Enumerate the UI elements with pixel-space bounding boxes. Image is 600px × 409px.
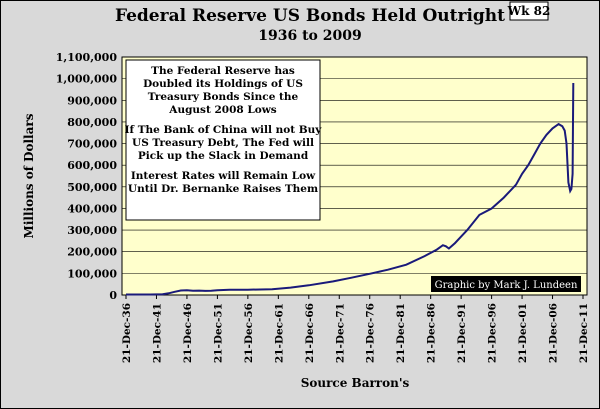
y-tick-label: 500,000: [67, 181, 117, 194]
x-tick-label: 21-Dec-51: [212, 303, 224, 363]
annotation-line: Until Dr. Bernanke Raises Them: [128, 183, 318, 195]
x-tick-label: 21-Dec-86: [426, 303, 438, 363]
y-tick-label: 0: [109, 289, 117, 302]
y-tick-label: 200,000: [67, 246, 117, 259]
x-tick-label: 21-Dec-11: [578, 303, 590, 363]
x-tick-label: 21-Dec-56: [243, 303, 255, 363]
y-tick-label: 100,000: [67, 267, 117, 280]
y-tick-label: 1,100,000: [56, 51, 118, 64]
x-axis-label: Source Barron's: [301, 376, 410, 390]
week-badge: [509, 1, 549, 21]
x-tick-label: 21-Dec-61: [273, 303, 285, 363]
y-axis-ticks: 0 100,000 200,000 300,000 400,000 500,000 600,…: [56, 51, 118, 302]
y-tick-label: 600,000: [67, 159, 117, 172]
credit-label: Graphic by Mark J. Lundeen: [435, 280, 578, 291]
x-axis-ticks: 21-Dec-36 21-Dec-41 21-Dec-46 21-Dec-51 21-D…: [121, 295, 590, 363]
y-tick-label: 300,000: [67, 224, 117, 237]
credit-box: [431, 276, 581, 292]
y-tick-label: 700,000: [67, 138, 117, 151]
annotation-line: August 2008 Lows: [168, 104, 276, 116]
annotation-line: If The Bank of China will not Buy: [125, 124, 323, 136]
y-axis-label: Millions of Dollars: [22, 113, 36, 238]
x-tick-label: 21-Dec-91: [456, 303, 468, 363]
annotation-line: The Federal Reserve has: [151, 65, 295, 77]
x-tick-label: 21-Dec-06: [548, 303, 560, 363]
annotation-line: Pick up the Slack in Demand: [138, 150, 309, 162]
x-tick-label: 21-Dec-41: [151, 303, 163, 363]
x-tick-label: 21-Dec-46: [182, 303, 194, 363]
x-tick-label: 21-Dec-96: [487, 303, 499, 363]
y-tick-label: 400,000: [67, 202, 117, 215]
gridlines: [122, 78, 587, 274]
week-badge-label: Wk 82: [507, 4, 551, 18]
x-tick-label: 21-Dec-01: [517, 303, 529, 363]
annotation-line: US Treasury Debt, The Fed will: [132, 137, 314, 149]
y-tick-label: 900,000: [67, 94, 117, 107]
x-tick-label: 21-Dec-66: [304, 303, 316, 363]
chart-subtitle: 1936 to 2009: [258, 28, 361, 44]
series-line: [126, 82, 575, 296]
annotation-line: Doubled its Holdings of US: [143, 78, 303, 90]
annotation-box: [125, 59, 321, 221]
x-tick-label: 21-Dec-36: [121, 303, 133, 363]
x-tick-label: 21-Dec-76: [365, 303, 377, 363]
annotation-line: Treasury Bonds Since the: [148, 91, 299, 103]
annotation-line: Interest Rates will Remain Low: [131, 170, 316, 182]
y-tick-label: 800,000: [67, 116, 117, 129]
x-tick-label: 21-Dec-71: [334, 303, 346, 363]
x-tick-label: 21-Dec-81: [395, 303, 407, 363]
chart-title: Federal Reserve US Bonds Held Outright: [115, 6, 505, 26]
y-tick-label: 1,000,000: [56, 73, 118, 86]
